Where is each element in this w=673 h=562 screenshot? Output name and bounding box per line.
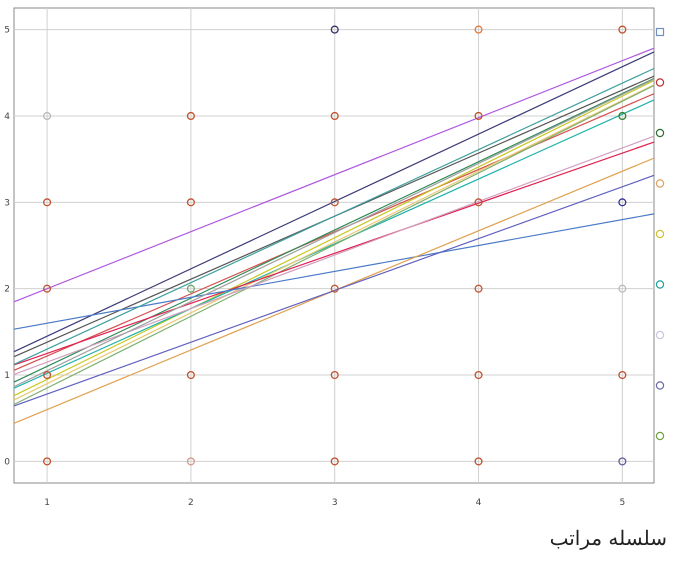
data-point-23 <box>618 457 627 466</box>
data-point-13 <box>330 284 339 293</box>
fit-line-1 <box>13 47 655 303</box>
legend-marker-7 <box>655 330 665 340</box>
fit-lines <box>13 47 655 424</box>
data-point-12 <box>330 370 339 380</box>
legend-marker-3 <box>655 128 665 138</box>
x-tick-label-3: 3 <box>332 498 338 508</box>
data-point-2 <box>43 370 52 380</box>
data-point-22 <box>474 25 483 34</box>
data-point-5 <box>43 111 52 121</box>
legend-marker-6 <box>655 280 665 289</box>
data-point-26 <box>618 198 627 207</box>
data-point-20 <box>474 198 483 207</box>
data-point-16 <box>330 25 339 34</box>
data-point-19 <box>474 284 483 293</box>
legend-marker-4 <box>655 179 665 188</box>
legend-marker-9 <box>655 431 665 441</box>
fit-line-8 <box>13 84 655 401</box>
fit-line-13 <box>13 174 655 407</box>
data-point-24 <box>618 370 627 380</box>
data-point-25 <box>618 284 627 293</box>
data-points <box>43 25 627 466</box>
y-tick-label-1: 1 <box>4 371 10 381</box>
fit-line-2 <box>13 51 655 353</box>
y-tick-label-5: 5 <box>4 26 10 36</box>
legend <box>655 27 665 441</box>
data-point-11 <box>330 457 339 466</box>
y-tick-label-4: 4 <box>4 112 10 122</box>
data-point-9 <box>186 198 195 207</box>
fit-line-4 <box>13 93 655 371</box>
x-tick-label-5: 5 <box>619 498 625 508</box>
fit-line-5 <box>13 77 655 383</box>
fit-line-14 <box>13 135 655 375</box>
fit-line-7 <box>13 99 655 389</box>
data-point-3 <box>43 284 52 293</box>
x-axis-label: سلسله مراتب <box>549 526 667 550</box>
data-point-8 <box>186 284 195 293</box>
data-point-28 <box>618 25 627 34</box>
x-tick-label-1: 1 <box>44 498 50 508</box>
y-tick-label-2: 2 <box>4 285 10 295</box>
data-point-4 <box>43 198 52 207</box>
tick-labels: 1 2 3 4 5 0 1 2 3 4 5 <box>4 26 625 508</box>
legend-marker-8 <box>655 381 665 390</box>
x-tick-label-4: 4 <box>476 498 482 508</box>
fit-line-10 <box>13 141 655 366</box>
data-point-1 <box>43 457 52 466</box>
legend-marker-5 <box>655 229 665 239</box>
data-point-18 <box>474 370 483 380</box>
y-tick-label-3: 3 <box>4 198 10 208</box>
data-point-17 <box>474 457 483 466</box>
legend-marker-1 <box>655 27 665 37</box>
fit-line-16 <box>13 78 655 388</box>
data-point-21 <box>474 111 483 121</box>
data-point-6 <box>186 457 195 466</box>
data-point-14 <box>330 198 339 207</box>
data-point-7 <box>186 370 195 380</box>
fit-line-6 <box>13 79 655 397</box>
data-point-27 <box>618 111 627 121</box>
y-tick-label-0: 0 <box>4 457 10 467</box>
fit-line-9 <box>13 84 655 406</box>
fit-line-15 <box>13 67 655 365</box>
x-tick-label-2: 2 <box>188 498 194 508</box>
legend-marker-2 <box>655 78 665 87</box>
data-point-15 <box>330 111 339 121</box>
fit-line-11 <box>13 213 655 330</box>
data-point-10 <box>186 111 195 121</box>
